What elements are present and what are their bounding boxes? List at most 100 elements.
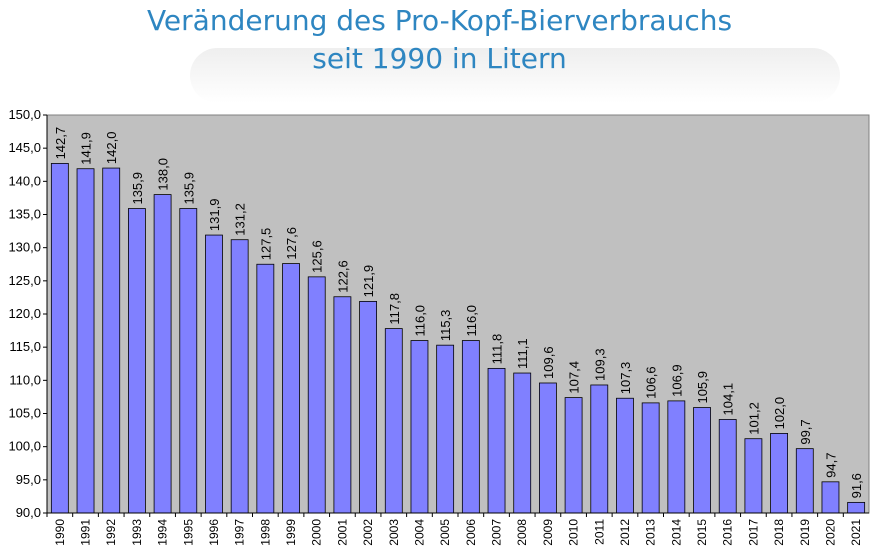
x-tick-label: 2012 (618, 519, 632, 546)
bar-value-label: 142,7 (53, 127, 68, 160)
bar-2003 (384, 328, 403, 514)
bar-value-label: 122,6 (335, 260, 350, 293)
bar-value-label: 111,1 (515, 338, 530, 369)
bar-2011 (590, 384, 609, 514)
x-tick-label: 1998 (258, 519, 272, 546)
x-tick-label: 2007 (490, 519, 504, 546)
x-tick-label: 2005 (438, 519, 452, 546)
x-tick-label: 1992 (104, 519, 118, 546)
y-tick-label: 100,0 (8, 439, 41, 454)
x-tick-label: 2020 (823, 519, 837, 546)
y-tick-label: 95,0 (16, 472, 41, 487)
bar-1998 (256, 263, 275, 514)
bar-2002 (359, 300, 377, 514)
bar-2006 (461, 340, 480, 514)
bar-value-label: 127,6 (284, 227, 299, 260)
bar-2018 (770, 432, 788, 514)
bar-value-label: 131,9 (207, 199, 222, 232)
bar-2020 (821, 481, 840, 514)
chart-title: Veränderung des Pro-Kopf-Bierverbrauchs … (0, 0, 879, 95)
bar-2005 (436, 344, 455, 514)
bar-1994 (153, 194, 172, 514)
x-tick-label: 2021 (849, 519, 863, 546)
bar-2021 (847, 501, 866, 514)
bar-1996 (205, 234, 223, 514)
bar-value-label: 135,9 (181, 172, 196, 205)
bar-value-labels: 142,7 141,9 142,0 135,9 138,0 135,9 131,9 131,2… (53, 127, 864, 499)
bar-value-label: 125,6 (310, 240, 325, 273)
x-tick-label: 2006 (464, 519, 478, 546)
bar-2000 (307, 276, 326, 514)
y-tick-label: 140,0 (8, 173, 41, 188)
x-tick-label: 1991 (79, 519, 93, 546)
x-tick-label: 2011 (592, 519, 606, 545)
x-tick-label: 2017 (746, 519, 760, 546)
x-tick-label: 2013 (644, 519, 658, 546)
bar-value-label: 111,8 (490, 334, 505, 365)
bar-value-label: 101,2 (746, 402, 761, 435)
x-tick-label: 2016 (721, 519, 735, 546)
x-tick-label: 2009 (541, 519, 555, 546)
bar-value-label: 131,2 (233, 203, 248, 236)
bar-1999 (282, 263, 300, 514)
x-tick-label: 1997 (233, 519, 247, 546)
x-tick-label: 1993 (130, 519, 144, 546)
y-tick-label: 90,0 (16, 505, 41, 520)
y-tick-label: 130,0 (8, 240, 41, 255)
bar-value-label: 135,9 (130, 172, 145, 205)
bar-value-label: 109,6 (541, 346, 556, 379)
bar-value-label: 91,6 (849, 473, 864, 498)
x-tick-label: 1995 (181, 519, 195, 546)
bar-value-label: 106,6 (644, 366, 659, 399)
bar-value-label: 138,0 (156, 158, 171, 191)
bar-1993 (128, 208, 146, 514)
bar-1990 (50, 163, 69, 514)
bar-value-label: 104,1 (721, 383, 736, 416)
x-tick-label: 2018 (772, 519, 786, 546)
bar-value-label: 109,3 (592, 348, 607, 381)
y-tick-label: 120,0 (8, 306, 41, 321)
x-tick-label: 2002 (361, 519, 375, 546)
y-tick-label: 150,0 (8, 107, 41, 122)
bar-2017 (744, 438, 763, 514)
y-tick-label: 125,0 (8, 273, 41, 288)
chart-title-line-1: Veränderung des Pro-Kopf-Bierverbrauchs (146, 4, 733, 37)
bar-value-label: 107,3 (618, 362, 633, 395)
x-tick-label: 2008 (515, 519, 529, 546)
x-tick-label: 2014 (669, 519, 683, 546)
bar-value-label: 116,0 (412, 305, 427, 337)
bar-2015 (693, 407, 711, 514)
y-tick-label: 135,0 (8, 207, 41, 222)
bar-value-label: 94,7 (823, 453, 838, 478)
bar-2009 (539, 382, 557, 514)
bar-value-label: 102,0 (772, 397, 787, 430)
y-tick-label: 110,0 (9, 372, 41, 387)
y-axis: 90,0 95,0 100,0 105,0 110,0 115,0 120,0 125,0 13… (8, 107, 48, 520)
y-tick-label: 145,0 (8, 140, 41, 155)
y-tick-label: 115,0 (9, 339, 41, 354)
x-tick-label: 2015 (695, 519, 709, 546)
bar-2008 (513, 372, 532, 514)
bar-2019 (795, 448, 814, 514)
bar-2010 (564, 397, 583, 514)
y-tick-label: 105,0 (8, 406, 41, 421)
bar-value-label: 117,8 (387, 293, 402, 325)
bar-1992 (102, 167, 121, 514)
bar-value-label: 99,7 (798, 419, 813, 444)
bar-value-label: 127,5 (258, 228, 273, 261)
bar-2001 (333, 296, 352, 514)
bar-value-label: 116,0 (464, 305, 479, 337)
bars (50, 163, 866, 514)
bar-value-label: 105,9 (695, 371, 710, 404)
bar-value-label: 107,4 (567, 361, 582, 394)
x-tick-label: 2004 (412, 519, 426, 546)
x-tick-label: 2010 (567, 519, 581, 546)
chart-title-line-2: seit 1990 in Litern (312, 42, 567, 75)
bar-value-label: 106,9 (669, 364, 684, 397)
x-tick-label: 1999 (284, 519, 298, 546)
x-tick-label: 1994 (156, 519, 170, 546)
bar-2013 (641, 402, 660, 514)
bar-2016 (718, 419, 737, 514)
bar-value-label: 121,9 (361, 265, 376, 298)
